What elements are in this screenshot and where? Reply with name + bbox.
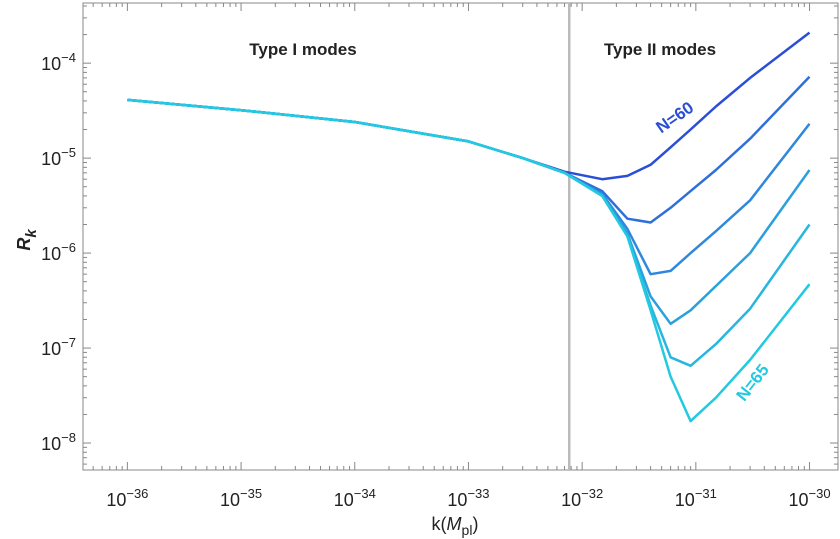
series-line — [127, 98, 811, 368]
series-line — [127, 75, 811, 224]
x-tick-label: 10−31 — [675, 486, 717, 510]
y-tick-label: 10−6 — [41, 240, 76, 264]
x-tick-label: 10−30 — [788, 486, 830, 510]
y-tick-label: 10−4 — [41, 50, 76, 74]
x-tick-label: 10−32 — [561, 486, 603, 510]
y-tick-label: 10−8 — [41, 430, 76, 454]
series-line — [127, 98, 811, 423]
y-tick-label: 10−5 — [41, 145, 76, 169]
series-line — [127, 98, 811, 326]
series-line — [127, 98, 811, 276]
x-tick-label: 10−33 — [447, 486, 489, 510]
x-tick-label: 10−36 — [106, 486, 148, 510]
y-tick-label: 10−7 — [41, 335, 76, 359]
x-axis-title: k(Mpl) — [432, 514, 479, 538]
annotation: Type II modes — [604, 40, 716, 59]
series-label: N=65 — [733, 361, 773, 405]
x-tick-label: 10−35 — [220, 486, 262, 510]
y-axis-title: Rk — [14, 229, 40, 251]
x-tick-label: 10−34 — [334, 486, 376, 510]
plot-frame — [82, 2, 839, 471]
annotation: Type I modes — [249, 40, 356, 59]
